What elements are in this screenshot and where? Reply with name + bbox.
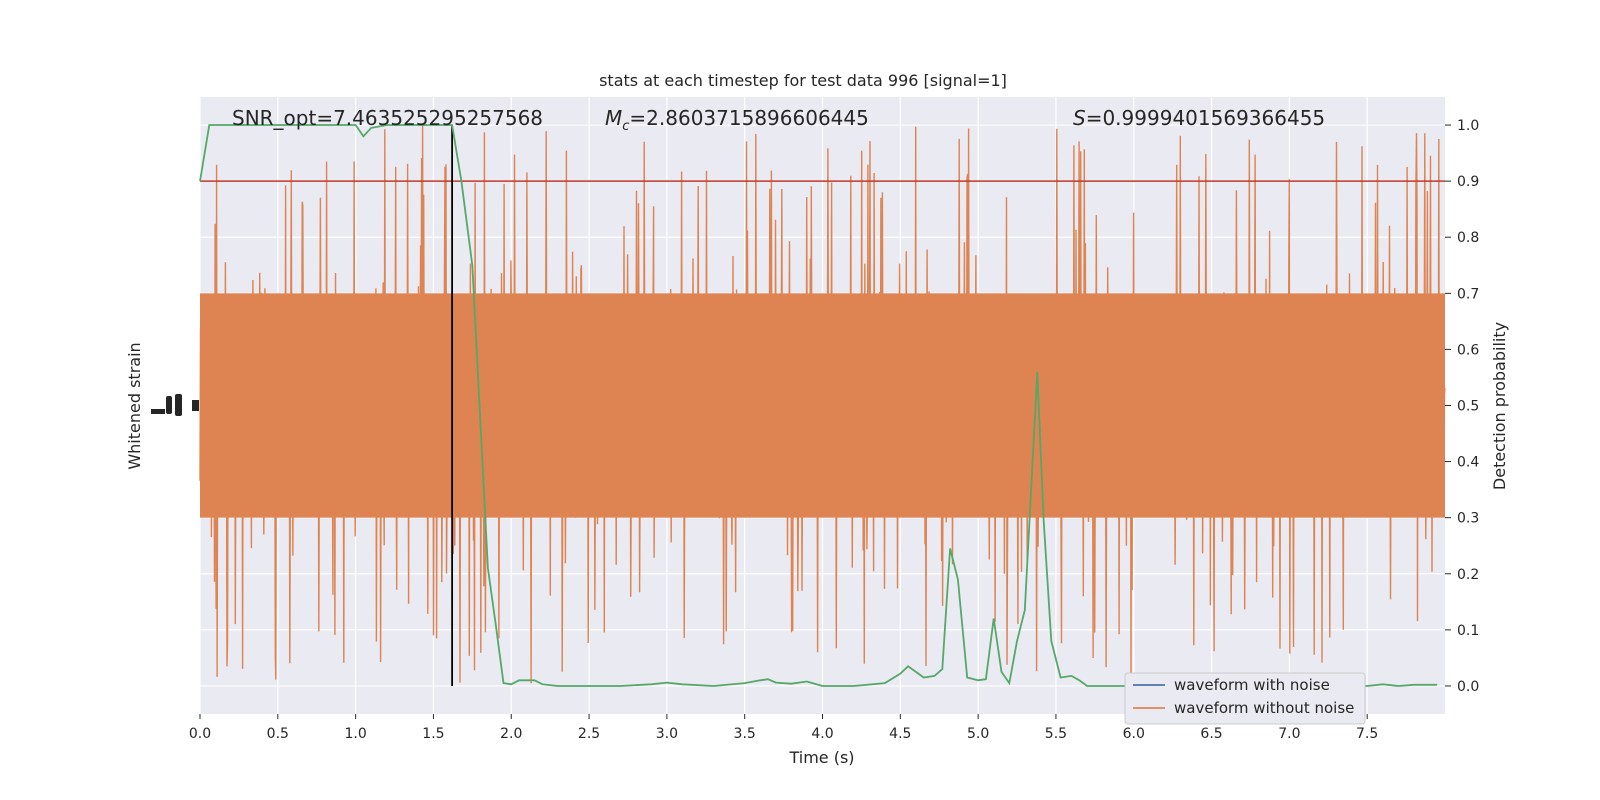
y-axis-ticks: 0.0 0.1 0.2 0.3 0.4 0.5 0.6 0.7 0.8 0.9 1.0 bbox=[1445, 118, 1479, 695]
chirp-mass-subscript: c bbox=[622, 119, 629, 134]
score-symbol: S bbox=[1073, 106, 1086, 130]
left-tick-glyph bbox=[151, 409, 165, 414]
y-tick-label: 0.4 bbox=[1457, 455, 1479, 471]
y-tick-label: 0.1 bbox=[1457, 623, 1479, 639]
y-tick-label: 0.9 bbox=[1457, 174, 1479, 190]
x-tick-label: 1.5 bbox=[422, 726, 444, 742]
y-tick-label: 0.3 bbox=[1457, 511, 1479, 527]
y-tick-label: 0.8 bbox=[1457, 230, 1479, 246]
x-tick-label: 0.5 bbox=[267, 726, 289, 742]
x-tick-label: 6.0 bbox=[1123, 726, 1145, 742]
x-axis-ticks: 0.0 0.5 1.0 1.5 2.0 2.5 3.0 3.5 4.0 4.5 5.0 5.5 6.0 6… bbox=[189, 714, 1378, 742]
left-tick-glyph bbox=[192, 400, 199, 411]
y-tick-label: 0.2 bbox=[1457, 567, 1479, 583]
x-tick-label: 2.5 bbox=[578, 726, 600, 742]
legend: waveform with noise waveform without noi… bbox=[1124, 672, 1366, 725]
x-tick-label: 5.0 bbox=[967, 726, 989, 742]
y-tick-label: 0.0 bbox=[1457, 679, 1479, 695]
x-tick-label: 3.5 bbox=[734, 726, 756, 742]
y-tick-label: 0.5 bbox=[1457, 399, 1479, 415]
chirp-mass-value: =2.8603715896606445 bbox=[629, 106, 868, 130]
y-tick-label: 0.7 bbox=[1457, 286, 1479, 302]
x-tick-label: 4.0 bbox=[811, 726, 833, 742]
chirp-mass-annotation: Mc=2.8603715896606445 bbox=[605, 106, 869, 134]
score-value: =0.9999401569366455 bbox=[1086, 106, 1325, 130]
probability-line bbox=[199, 124, 1438, 687]
x-tick-label: 7.5 bbox=[1356, 726, 1378, 742]
x-tick-label: 3.0 bbox=[656, 726, 678, 742]
score-annotation: S=0.9999401569366455 bbox=[1073, 106, 1325, 130]
x-tick-label: 2.0 bbox=[500, 726, 522, 742]
chirp-mass-symbol: M bbox=[605, 106, 622, 130]
left-axis-ticks bbox=[151, 394, 199, 416]
left-tick-glyph bbox=[166, 396, 172, 414]
x-tick-label: 6.5 bbox=[1200, 726, 1222, 742]
strain-line bbox=[199, 125, 1446, 684]
snr-annotation: SNR_opt=7.463525295257568 bbox=[232, 106, 543, 130]
x-axis-label: Time (s) bbox=[788, 748, 854, 767]
left-y-axis-label: Whitened strain bbox=[125, 342, 144, 469]
left-tick-glyph bbox=[175, 394, 182, 416]
x-tick-label: 1.0 bbox=[344, 726, 366, 742]
right-y-axis-label: Detection probability bbox=[1490, 322, 1509, 490]
legend-box bbox=[1124, 672, 1366, 725]
chart-title: stats at each timestep for test data 996… bbox=[599, 71, 1007, 90]
legend-label: waveform without noise bbox=[1174, 699, 1354, 717]
y-tick-label: 1.0 bbox=[1457, 118, 1479, 134]
plot-area bbox=[199, 97, 1446, 714]
y-tick-label: 0.6 bbox=[1457, 342, 1479, 358]
x-tick-label: 4.5 bbox=[889, 726, 911, 742]
legend-label: waveform with noise bbox=[1174, 676, 1330, 694]
x-tick-label: 5.5 bbox=[1045, 726, 1067, 742]
x-tick-label: 7.0 bbox=[1278, 726, 1300, 742]
x-tick-label: 0.0 bbox=[189, 726, 211, 742]
strain-series bbox=[199, 125, 1446, 684]
